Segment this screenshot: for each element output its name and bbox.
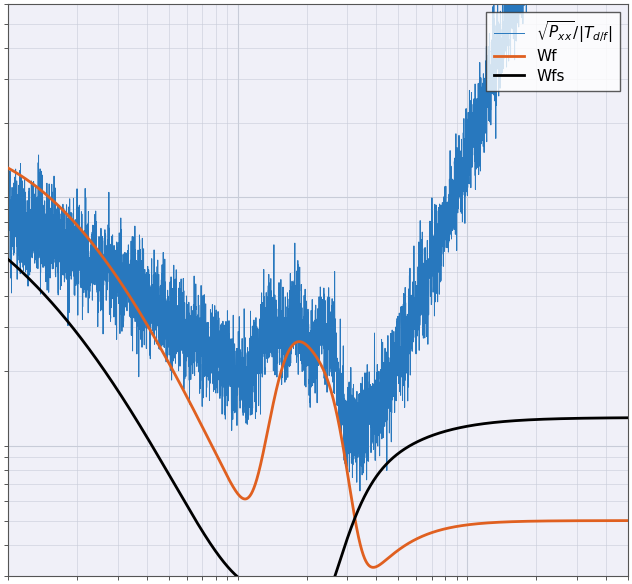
Wfs — [464, 423, 471, 430]
$\sqrt{P_{xx}}/|T_{d/f}|$ — [4, 228, 12, 235]
$\sqrt{P_{xx}}/|T_{d/f}|$ — [398, 318, 406, 325]
Wf — [4, 165, 12, 172]
Line: Wfs: Wfs — [8, 259, 628, 584]
$\sqrt{P_{xx}}/|T_{d/f}|$ — [356, 488, 364, 495]
Wfs — [229, 569, 236, 576]
Wfs — [497, 418, 504, 425]
Wf — [229, 482, 236, 489]
Wf — [370, 564, 377, 571]
$\sqrt{P_{xx}}/|T_{d/f}|$ — [35, 232, 43, 239]
Line: Wf: Wf — [8, 168, 628, 568]
Wfs — [398, 447, 406, 454]
Wfs — [371, 475, 379, 482]
Wf — [371, 564, 379, 571]
Wf — [35, 186, 43, 193]
$\sqrt{P_{xx}}/|T_{d/f}|$ — [464, 184, 471, 191]
Wfs — [35, 286, 43, 293]
Wfs — [624, 414, 631, 421]
$\sqrt{P_{xx}}/|T_{d/f}|$ — [371, 398, 379, 405]
Wf — [464, 522, 471, 529]
Wf — [624, 517, 631, 524]
Wfs — [4, 256, 12, 263]
Legend: $\sqrt{P_{xx}}/|T_{d/f}|$, Wf, Wfs: $\sqrt{P_{xx}}/|T_{d/f}|$, Wf, Wfs — [486, 12, 620, 92]
Wf — [497, 519, 504, 526]
$\sqrt{P_{xx}}/|T_{d/f}|$ — [229, 354, 236, 361]
$\sqrt{P_{xx}}/|T_{d/f}|$ — [497, 35, 504, 42]
Wf — [398, 544, 406, 551]
Line: $\sqrt{P_{xx}}/|T_{d/f}|$: $\sqrt{P_{xx}}/|T_{d/f}|$ — [8, 0, 628, 491]
